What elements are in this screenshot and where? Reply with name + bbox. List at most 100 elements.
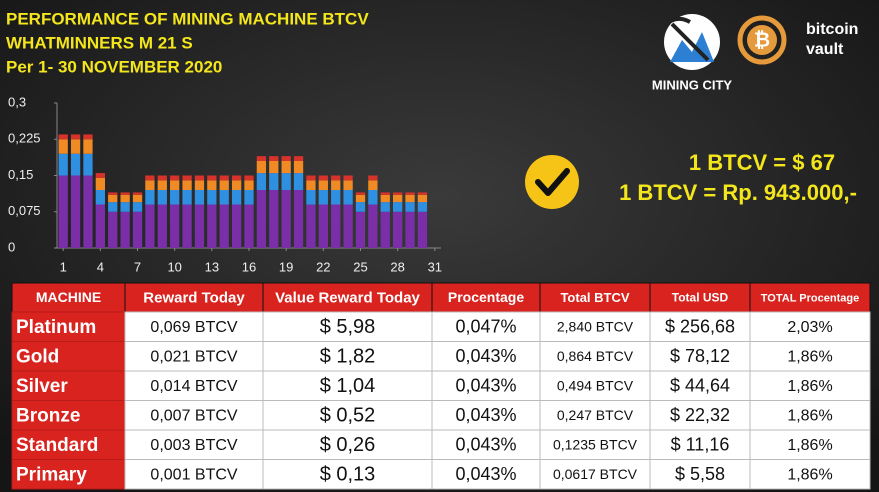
bar-segment — [417, 194, 428, 203]
cell-text: 1,86% — [787, 466, 832, 483]
x-tick-label: 13 — [205, 259, 219, 274]
bar-segment — [244, 180, 254, 190]
cell — [124, 459, 264, 490]
cell — [124, 311, 264, 342]
cell-text: 0,043% — [455, 435, 516, 455]
bar-segment — [368, 190, 378, 205]
bar-segment — [269, 190, 279, 248]
cell-text: 0,021 BTCV — [150, 348, 237, 365]
header-cell — [539, 282, 651, 313]
bar-segment — [70, 153, 81, 176]
x-tick-label: 1 — [60, 259, 67, 274]
header-text: TOTAL Procentage — [761, 292, 859, 304]
bitcoin-vault-logo: ₿ bitcoin vault — [737, 15, 858, 65]
y-tick-label: 0,225 — [8, 131, 41, 146]
cell — [11, 429, 126, 460]
cell-text: 0,864 BTCV — [557, 348, 634, 364]
cell — [649, 341, 751, 372]
bar-segment — [145, 175, 155, 181]
bar-segment — [380, 202, 390, 212]
rate: 1 BTCV = $ 67 — [689, 150, 835, 175]
bar-segment — [145, 190, 155, 205]
cell-text: $ 256,68 — [665, 317, 735, 337]
cell — [11, 370, 126, 401]
table: MACHINE Reward Today Value Reward Today Pro… — [11, 282, 871, 490]
header-text: Total BTCV — [560, 290, 629, 305]
cell-text: 0,0617 BTCV — [553, 466, 638, 482]
bar-segment — [256, 190, 267, 248]
cell — [649, 459, 751, 490]
bar-segment — [355, 192, 366, 195]
bar-segment — [306, 204, 316, 248]
cell — [262, 370, 433, 401]
cell-text: 0,001 BTCV — [150, 466, 237, 483]
cell-text: Standard — [16, 435, 98, 456]
bar-segment — [231, 175, 242, 181]
bar-segment — [170, 175, 180, 181]
bar-segment — [95, 173, 105, 178]
cell-text: $ 78,12 — [670, 346, 730, 366]
bar-segment — [405, 194, 415, 203]
y-tick-label: 0,15 — [8, 167, 33, 182]
cell-text: 2,840 BTCV — [557, 318, 634, 334]
x-tick-label: 16 — [242, 259, 256, 274]
cell — [539, 370, 651, 401]
bar-segment — [355, 194, 366, 203]
header-cell — [431, 282, 541, 313]
bar-segment — [95, 177, 105, 190]
bar-segment — [70, 134, 81, 140]
cell-text: $ 44,64 — [670, 376, 730, 396]
cell — [431, 459, 541, 490]
logo-text: vault — [806, 41, 844, 58]
bar-segment — [318, 180, 328, 190]
cell — [431, 429, 541, 460]
cell-text: 0,247 BTCV — [557, 407, 634, 423]
bar-segment — [132, 202, 143, 212]
bar-segment — [108, 192, 118, 195]
cell — [262, 400, 433, 431]
bar-segment — [132, 192, 143, 195]
bar-segment — [70, 175, 81, 248]
cell-text: $ 5,98 — [320, 316, 376, 338]
bar-segment — [244, 190, 254, 205]
cell-text: 0,043% — [455, 405, 516, 425]
bar-segment — [83, 153, 93, 176]
bar-segment — [157, 190, 167, 205]
bar-segment — [331, 175, 341, 181]
header-text: MACHINE — [36, 289, 101, 305]
bar-segment — [145, 204, 155, 248]
bar-segment — [281, 156, 291, 161]
bar-segment — [293, 156, 304, 161]
bar-segment — [244, 204, 254, 248]
bar-segment — [380, 192, 390, 195]
bar-segment — [269, 156, 279, 161]
cell-text: Gold — [16, 346, 59, 367]
x-tick-label: 25 — [353, 259, 367, 274]
svg-text:₿: ₿ — [754, 29, 770, 51]
cell — [749, 459, 871, 490]
bar-segment — [343, 204, 353, 248]
x-tick-label: 19 — [279, 259, 293, 274]
bar-segment — [58, 175, 68, 248]
bar-segment — [281, 190, 291, 248]
cell-text: $ 1,82 — [320, 346, 376, 368]
bar-segment — [58, 134, 68, 140]
bar-segment — [157, 180, 167, 190]
bar-segment — [293, 173, 304, 190]
bar-segment — [281, 173, 291, 190]
header-text: Procentage — [448, 289, 524, 305]
cell-text: 0,014 BTCV — [150, 378, 237, 395]
header-text: Reward Today — [143, 289, 245, 306]
cell-text: 1,86% — [787, 407, 832, 424]
bar-segment — [207, 175, 217, 181]
bar-segment — [281, 161, 291, 174]
bar-segment — [405, 202, 415, 212]
bar-segment — [157, 175, 167, 181]
cell — [749, 311, 871, 342]
bar-segment — [318, 190, 328, 205]
cell-text: $ 11,16 — [671, 435, 730, 455]
bar-segment — [157, 204, 167, 248]
bar-segment — [83, 175, 93, 248]
bar-segment — [269, 161, 279, 174]
bar-segment — [194, 190, 205, 205]
